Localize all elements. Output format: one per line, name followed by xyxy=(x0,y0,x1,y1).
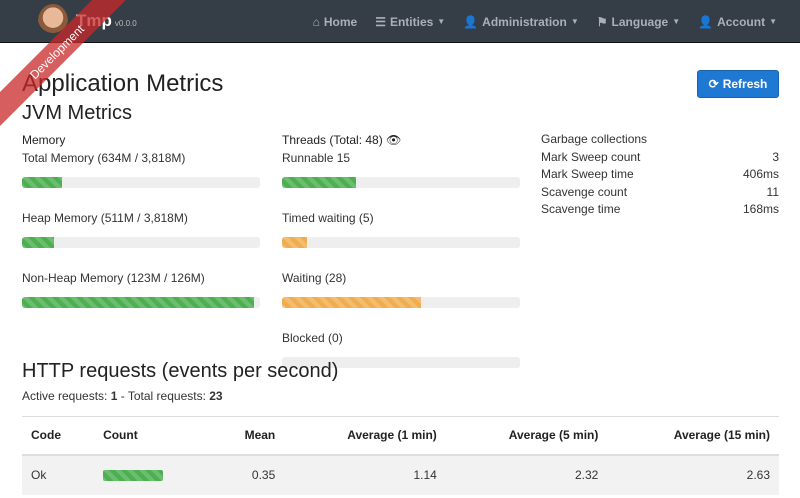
eye-icon[interactable]: 👁 xyxy=(386,133,402,147)
user-icon: 👤 xyxy=(698,14,714,29)
active-requests: Active requests: 1 - Total requests: 23 xyxy=(22,389,223,403)
threads-title: Threads (Total: 48) 👁 xyxy=(282,133,402,147)
metric-label: Blocked (0) xyxy=(282,331,343,345)
home-icon: ⌂ xyxy=(312,14,320,29)
nav-label: Language xyxy=(611,14,669,29)
nav-label: Home xyxy=(323,14,358,29)
refresh-label: Refresh xyxy=(722,77,768,91)
progress-bar xyxy=(282,357,520,368)
progress-fill xyxy=(22,237,54,248)
gc-value: 168ms xyxy=(742,202,779,216)
avg15-cell: 2.63 xyxy=(607,454,779,495)
progress-bar xyxy=(22,297,260,308)
gc-label: Mark Sweep time xyxy=(541,167,634,181)
count-fill xyxy=(103,469,164,481)
table-row: Ok 0.35 1.14 2.32 2.63 xyxy=(22,454,779,495)
progress-bar xyxy=(282,237,520,248)
progress-bar xyxy=(282,297,520,308)
caret-down-icon: ▼ xyxy=(437,17,446,26)
avg1-cell: 1.14 xyxy=(284,454,446,495)
page-title: Application Metrics xyxy=(22,70,224,97)
avg5-cell: 2.32 xyxy=(445,454,608,495)
count-bar xyxy=(103,469,164,481)
threads-section: Threads (Total: 48) 👁 Runnable 15 Timed w… xyxy=(282,131,520,389)
nav-menu: ⌂ Home ☰ Entities ▼ 👤 Administration ▼ ⚑ Langu… xyxy=(304,0,786,43)
code-cell: Ok xyxy=(22,454,95,495)
http-table: Code Count Mean Average (1 min) Average (5 m… xyxy=(22,416,779,495)
nav-label: Entities xyxy=(389,14,434,29)
progress-bar xyxy=(22,177,260,188)
nav-entities[interactable]: ☰ Entities ▼ xyxy=(366,15,454,29)
metric-label: Total Memory (634M / 3,818M) xyxy=(22,151,186,165)
metric-label: Runnable 15 xyxy=(282,151,351,165)
mean-cell: 0.35 xyxy=(211,454,285,495)
count-cell xyxy=(94,454,212,495)
nav-home[interactable]: ⌂ Home xyxy=(304,15,367,29)
nav-label: Administration xyxy=(482,14,567,29)
gc-label: Mark Sweep count xyxy=(541,149,641,164)
progress-fill xyxy=(22,177,62,188)
memory-title: Memory xyxy=(22,133,66,147)
column-header: Code xyxy=(22,416,95,456)
gc-value: 3 xyxy=(772,149,779,164)
flag-icon: ⚑ xyxy=(596,14,608,29)
progress-bar xyxy=(22,237,260,248)
metric-label: Heap Memory (511M / 3,818M) xyxy=(22,211,188,225)
gc-title: Garbage collections xyxy=(541,132,648,146)
user-plus-icon: 👤 xyxy=(463,14,479,29)
caret-down-icon: ▼ xyxy=(570,17,579,26)
caret-down-icon: ▼ xyxy=(672,17,681,26)
gc-label: Scavenge count xyxy=(541,184,628,199)
column-header: Count xyxy=(94,416,212,456)
nav-label: Account xyxy=(717,14,766,29)
metric-label: Non-Heap Memory (123M / 126M) xyxy=(22,271,205,285)
gc-row: Mark Sweep time 406ms xyxy=(541,166,779,184)
progress-fill xyxy=(22,297,255,308)
progress-fill xyxy=(282,237,307,248)
column-header: Mean xyxy=(211,416,285,456)
gc-row: Scavenge time 168ms xyxy=(541,201,779,219)
gc-value: 406ms xyxy=(742,167,779,181)
brand-version: v0.0.0 xyxy=(114,19,137,28)
jvm-metrics-title: JVM Metrics xyxy=(22,102,132,124)
gc-section: Garbage collections Mark Sweep count 3 Mar… xyxy=(541,131,779,219)
list-icon: ☰ xyxy=(375,14,386,29)
nav-language[interactable]: ⚑ Language ▼ xyxy=(588,15,689,29)
http-title: HTTP requests (events per second) xyxy=(22,360,339,382)
column-header: Average (1 min) xyxy=(284,416,446,456)
navbar: Tmp v0.0.0 ⌂Home ☰Entities▼ 👤Administrat… xyxy=(0,0,800,43)
metric-label: Waiting (28) xyxy=(282,271,347,285)
gc-label: Scavenge time xyxy=(541,202,621,216)
gc-row: Scavenge count 11 xyxy=(541,184,779,202)
refresh-icon: ⟳ xyxy=(708,77,719,91)
memory-section: Memory Total Memory (634M / 3,818M) Heap … xyxy=(22,131,260,329)
caret-down-icon: ▼ xyxy=(769,17,777,26)
column-header: Average (5 min) xyxy=(445,416,608,456)
column-header: Average (15 min) xyxy=(607,416,779,456)
gc-row: Mark Sweep count 3 xyxy=(541,149,779,167)
progress-fill xyxy=(282,297,421,308)
nav-account[interactable]: 👤 Account ▼ xyxy=(689,15,786,29)
gc-value: 11 xyxy=(766,184,779,199)
progress-fill xyxy=(282,177,357,188)
nav-administration[interactable]: 👤 Administration ▼ xyxy=(454,15,588,29)
refresh-button[interactable]: ⟳ Refresh xyxy=(697,70,779,98)
metric-label: Timed waiting (5) xyxy=(282,211,374,225)
progress-bar xyxy=(282,177,520,188)
